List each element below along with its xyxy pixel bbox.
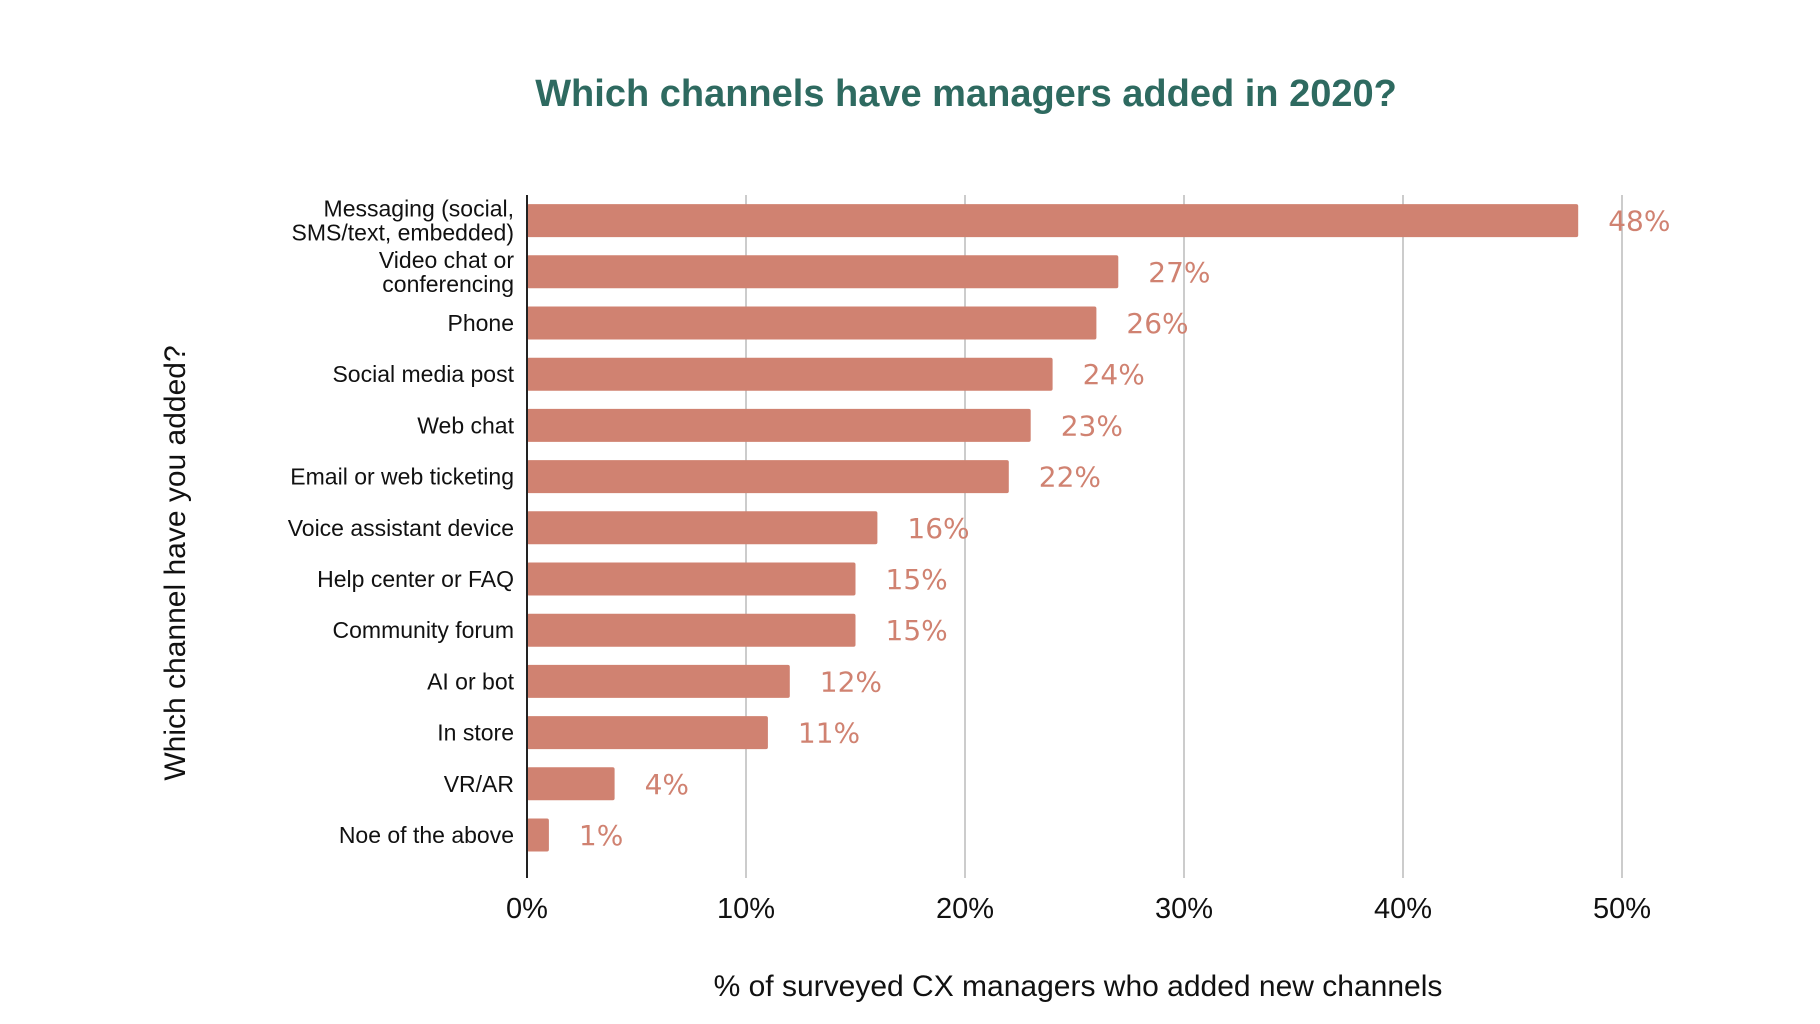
bar <box>527 306 1097 340</box>
category-label: Help center or FAQ <box>317 566 514 592</box>
category-label: conferencing <box>382 271 514 297</box>
data-label: 16% <box>907 512 969 545</box>
category-label: SMS/text, embedded) <box>292 220 514 246</box>
data-label: 15% <box>886 563 948 596</box>
category-label: Social media post <box>332 361 514 387</box>
data-label: 24% <box>1083 358 1145 391</box>
category-label: VR/AR <box>444 771 514 797</box>
data-labels: 48%27%26%24%23%22%16%15%15%12%11%4%1% <box>579 205 1671 852</box>
data-label: 15% <box>886 614 948 647</box>
bar <box>527 204 1579 238</box>
bar <box>527 511 878 545</box>
category-label: Web chat <box>417 412 514 438</box>
category-label: Email or web ticketing <box>290 464 514 490</box>
category-label: Messaging (social, <box>324 196 514 222</box>
category-label: In store <box>437 720 514 746</box>
category-labels: Messaging (social,SMS/text, embedded)Vid… <box>288 196 515 848</box>
bar <box>527 255 1119 289</box>
x-tick-label: 10% <box>717 893 775 925</box>
bar <box>527 664 790 698</box>
x-tick-labels: 0% 10% 20% 30% 40% 50% <box>506 893 1651 925</box>
bars <box>527 204 1579 852</box>
category-label: Phone <box>447 310 514 336</box>
category-label: AI or bot <box>427 668 515 694</box>
bar <box>527 716 768 750</box>
data-label: 23% <box>1061 409 1123 442</box>
x-tick-label: 50% <box>1593 893 1651 925</box>
bar <box>527 357 1053 391</box>
bar <box>527 408 1031 442</box>
category-label: Community forum <box>333 617 514 643</box>
x-tick-label: 0% <box>506 893 548 925</box>
data-label: 22% <box>1039 461 1101 494</box>
chart-title: Which channels have managers added in 20… <box>535 73 1397 115</box>
category-label: Voice assistant device <box>288 515 514 541</box>
bar <box>527 767 615 801</box>
x-tick-label: 30% <box>1155 893 1213 925</box>
data-label: 11% <box>798 717 860 750</box>
bar <box>527 818 549 852</box>
x-axis-title: % of surveyed CX managers who added new … <box>714 970 1443 1003</box>
data-label: 27% <box>1148 256 1210 289</box>
data-label: 12% <box>820 665 882 698</box>
bar <box>527 460 1009 494</box>
category-label: Video chat or <box>379 247 514 273</box>
bar <box>527 613 856 647</box>
category-label: Noe of the above <box>339 822 514 848</box>
x-tick-label: 40% <box>1374 893 1432 925</box>
bar <box>527 562 856 596</box>
y-axis-title: Which channel have you added? <box>159 345 192 780</box>
data-label: 26% <box>1126 307 1188 340</box>
data-label: 1% <box>579 819 623 852</box>
data-label: 48% <box>1608 205 1670 238</box>
data-label: 4% <box>645 768 689 801</box>
x-tick-label: 20% <box>936 893 994 925</box>
